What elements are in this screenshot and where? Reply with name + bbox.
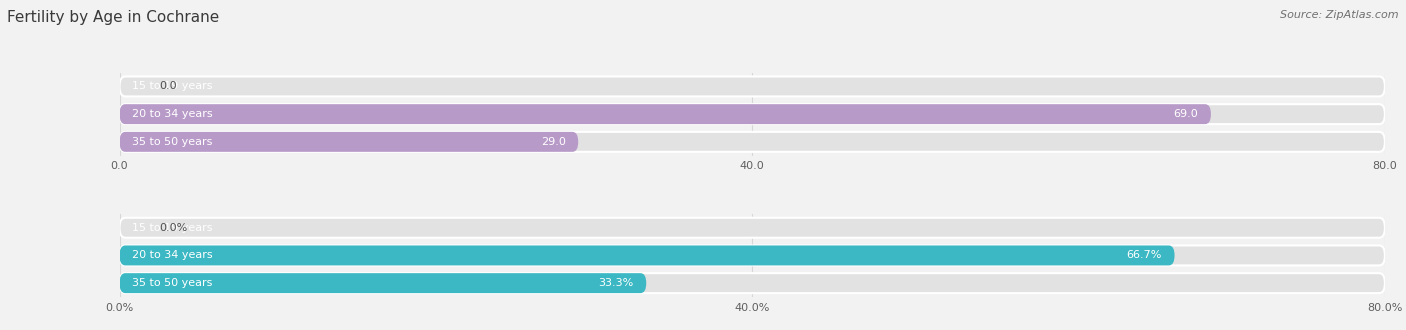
Text: 0.0%: 0.0%: [159, 223, 187, 233]
FancyBboxPatch shape: [120, 132, 1385, 152]
FancyBboxPatch shape: [120, 246, 1174, 265]
FancyBboxPatch shape: [120, 273, 1385, 293]
Text: 69.0: 69.0: [1174, 109, 1198, 119]
FancyBboxPatch shape: [120, 104, 1385, 124]
FancyBboxPatch shape: [120, 218, 1385, 238]
FancyBboxPatch shape: [120, 77, 1385, 96]
Text: 15 to 19 years: 15 to 19 years: [132, 223, 212, 233]
FancyBboxPatch shape: [120, 132, 578, 152]
FancyBboxPatch shape: [120, 273, 647, 293]
Text: 15 to 19 years: 15 to 19 years: [132, 82, 212, 91]
Text: 35 to 50 years: 35 to 50 years: [132, 137, 212, 147]
Text: 29.0: 29.0: [541, 137, 565, 147]
FancyBboxPatch shape: [120, 246, 1385, 265]
Text: 20 to 34 years: 20 to 34 years: [132, 250, 212, 260]
Text: Fertility by Age in Cochrane: Fertility by Age in Cochrane: [7, 10, 219, 25]
Text: 33.3%: 33.3%: [599, 278, 634, 288]
FancyBboxPatch shape: [120, 104, 1211, 124]
Text: 0.0: 0.0: [159, 82, 177, 91]
Text: 66.7%: 66.7%: [1126, 250, 1161, 260]
Text: 35 to 50 years: 35 to 50 years: [132, 278, 212, 288]
Text: 20 to 34 years: 20 to 34 years: [132, 109, 212, 119]
Text: Source: ZipAtlas.com: Source: ZipAtlas.com: [1281, 10, 1399, 20]
